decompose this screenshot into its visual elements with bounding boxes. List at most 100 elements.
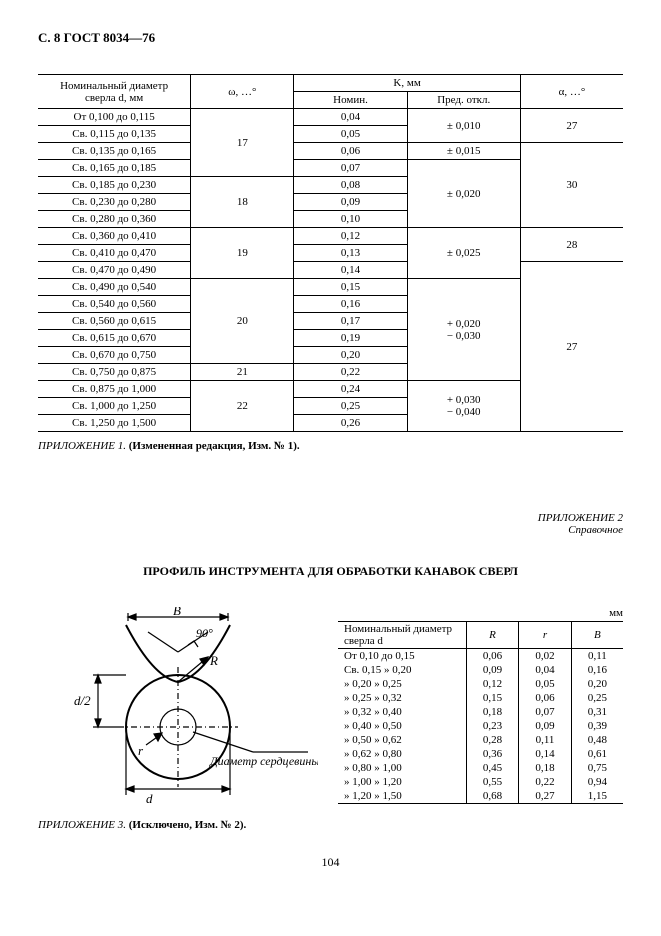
t1-h-omega: ω, …° xyxy=(191,75,294,109)
table-cell: ± 0,020 xyxy=(407,160,520,228)
table-cell: 0,08 xyxy=(294,177,407,194)
table-cell: 0,07 xyxy=(519,705,572,719)
table-cell: 0,15 xyxy=(466,691,519,705)
table-cell: 0,07 xyxy=(294,160,407,177)
table-cell: » 1,00 » 1,20 xyxy=(338,775,466,789)
table-cell: 21 xyxy=(191,364,294,381)
table-cell: Св. 0,560 до 0,615 xyxy=(38,313,191,330)
appendix-2-header: ПРИЛОЖЕНИЕ 2Справочное xyxy=(38,512,623,536)
page-number: 104 xyxy=(38,855,623,870)
table-cell: 0,23 xyxy=(466,719,519,733)
t1-h-diameter: Номинальный диаметр сверла d, мм xyxy=(38,75,191,109)
table-cell: 0,31 xyxy=(571,705,623,719)
table-cell: 28 xyxy=(520,228,623,262)
table-cell: Св. 1,250 до 1,500 xyxy=(38,415,191,432)
table-cell: Св. 0,410 до 0,470 xyxy=(38,245,191,262)
t1-h-nom: Номин. xyxy=(294,92,407,109)
table-cell: Св. 0,185 до 0,230 xyxy=(38,177,191,194)
table-cell: Св. 0,165 до 0,185 xyxy=(38,160,191,177)
table-cell: 0,20 xyxy=(571,677,623,691)
table-cell: Св. 0,135 до 0,165 xyxy=(38,143,191,160)
table-cell: Св. 0,115 до 0,135 xyxy=(38,126,191,143)
table-cell: 0,11 xyxy=(571,649,623,664)
svg-text:d/2: d/2 xyxy=(74,693,91,708)
table-cell: Св. 0,670 до 0,750 xyxy=(38,347,191,364)
table-cell: 0,09 xyxy=(466,663,519,677)
table-cell: » 0,40 » 0,50 xyxy=(338,719,466,733)
table-cell: От 0,100 до 0,115 xyxy=(38,109,191,126)
table-cell: 27 xyxy=(520,262,623,432)
table-cell: 0,22 xyxy=(519,775,572,789)
table-cell: » 1,20 » 1,50 xyxy=(338,789,466,804)
table-cell: 0,45 xyxy=(466,761,519,775)
table-cell: 0,36 xyxy=(466,747,519,761)
table-cell: 0,05 xyxy=(519,677,572,691)
svg-text:Диаметр сердцевины: Диаметр сердцевины xyxy=(209,754,318,768)
table-cell: 0,14 xyxy=(519,747,572,761)
table-cell: Св. 0,280 до 0,360 xyxy=(38,211,191,228)
table-cell: 0,11 xyxy=(519,733,572,747)
table-cell: 0,26 xyxy=(294,415,407,432)
table-cell: 0,28 xyxy=(466,733,519,747)
table-cell: 0,68 xyxy=(466,789,519,804)
svg-text:R: R xyxy=(209,653,218,668)
note-3: ПРИЛОЖЕНИЕ 3. (Исключено, Изм. № 2). xyxy=(38,819,623,831)
table-cell: 0,61 xyxy=(571,747,623,761)
table-cell: » 0,20 » 0,25 xyxy=(338,677,466,691)
table-cell: 1,15 xyxy=(571,789,623,804)
table-cell: 0,18 xyxy=(519,761,572,775)
table-cell: Св. 0,490 до 0,540 xyxy=(38,279,191,296)
table-cell: 0,12 xyxy=(466,677,519,691)
table-cell: 0,15 xyxy=(294,279,407,296)
table-cell: ± 0,010 xyxy=(407,109,520,143)
table-cell: 0,27 xyxy=(519,789,572,804)
table-cell: 18 xyxy=(191,177,294,228)
table-cell: 0,09 xyxy=(294,194,407,211)
table-cell: 0,18 xyxy=(466,705,519,719)
table-cell: Св. 0,540 до 0,560 xyxy=(38,296,191,313)
table-cell: 20 xyxy=(191,279,294,364)
table-cell: + 0,030− 0,040 xyxy=(407,381,520,432)
table-cell: Св. 0,615 до 0,670 xyxy=(38,330,191,347)
table-cell: 27 xyxy=(520,109,623,143)
t2-h-B: B xyxy=(571,622,623,649)
table-cell: » 0,50 » 0,62 xyxy=(338,733,466,747)
table-cell: ± 0,015 xyxy=(407,143,520,160)
table-cell: 0,75 xyxy=(571,761,623,775)
table-cell: 0,22 xyxy=(294,364,407,381)
table-cell: 0,17 xyxy=(294,313,407,330)
table-cell: 0,13 xyxy=(294,245,407,262)
table-cell: 0,55 xyxy=(466,775,519,789)
table-cell: 0,24 xyxy=(294,381,407,398)
table-cell: Св. 0,230 до 0,280 xyxy=(38,194,191,211)
table-cell: 19 xyxy=(191,228,294,279)
svg-text:d: d xyxy=(146,791,153,806)
table-cell: 0,94 xyxy=(571,775,623,789)
table-cell: » 0,62 » 0,80 xyxy=(338,747,466,761)
table-cell: 0,06 xyxy=(294,143,407,160)
table-cell: Св. 0,470 до 0,490 xyxy=(38,262,191,279)
table-cell: 0,04 xyxy=(519,663,572,677)
table-cell: 0,25 xyxy=(294,398,407,415)
table-cell: 0,05 xyxy=(294,126,407,143)
table-cell: » 0,32 » 0,40 xyxy=(338,705,466,719)
table-cell: 0,48 xyxy=(571,733,623,747)
t2-h-R: R xyxy=(466,622,519,649)
table-cell: » 0,25 » 0,32 xyxy=(338,691,466,705)
table-cell: 0,16 xyxy=(571,663,623,677)
table-cell: 30 xyxy=(520,143,623,228)
table-cell: Св. 1,000 до 1,250 xyxy=(38,398,191,415)
svg-text:90°: 90° xyxy=(196,626,213,640)
table-cell: 0,09 xyxy=(519,719,572,733)
table-cell: Св. 0,15 » 0,20 xyxy=(338,663,466,677)
table-cell: 22 xyxy=(191,381,294,432)
table-cell: Св. 0,750 до 0,875 xyxy=(38,364,191,381)
table-cell: 0,16 xyxy=(294,296,407,313)
unit-label: мм xyxy=(338,607,623,619)
table-cell: Св. 0,360 до 0,410 xyxy=(38,228,191,245)
section-title: ПРОФИЛЬ ИНСТРУМЕНТА ДЛЯ ОБРАБОТКИ КАНАВО… xyxy=(38,564,623,579)
svg-text:r: r xyxy=(138,743,144,758)
note-1: ПРИЛОЖЕНИЕ 1. (Измененная редакция, Изм.… xyxy=(38,440,623,452)
table-cell: 0,06 xyxy=(466,649,519,664)
t1-h-dev: Пред. откл. xyxy=(407,92,520,109)
